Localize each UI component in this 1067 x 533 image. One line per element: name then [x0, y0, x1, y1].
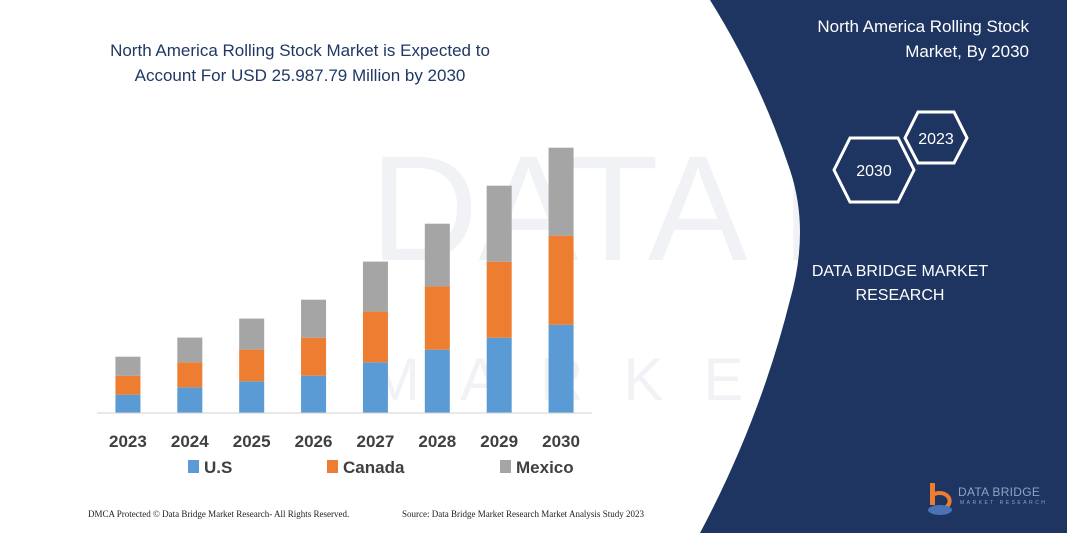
- footer-copyright: DMCA Protected © Data Bridge Market Rese…: [88, 509, 350, 519]
- legend-label: Mexico: [516, 458, 574, 477]
- bar-mexico-2030: [548, 147, 574, 236]
- bar-canada-2029: [486, 261, 512, 338]
- bar-canada-2023: [115, 375, 141, 395]
- x-tick-label: 2025: [233, 432, 271, 451]
- bar-us-2026: [301, 375, 327, 413]
- page-title: North America Rolling Stock Market is Ex…: [110, 41, 490, 85]
- x-tick-label: 2026: [295, 432, 333, 451]
- x-tick-label: 2023: [109, 432, 147, 451]
- hexagon-icon: [832, 110, 969, 204]
- x-tick-label: 2030: [542, 432, 580, 451]
- bar-mexico-2023: [115, 356, 141, 376]
- bar-mexico-2028: [424, 223, 450, 287]
- x-tick-label: 2028: [418, 432, 456, 451]
- legend-label: U.S: [204, 458, 232, 477]
- bar-canada-2024: [177, 362, 203, 388]
- bar-us-2023: [115, 394, 141, 413]
- bar-canada-2025: [239, 349, 265, 382]
- bar-us-2024: [177, 387, 203, 413]
- stacked-bar-chart: 2023 2024 2025 2026 2027 2028 2029 2030 U.S Canad…: [97, 147, 592, 477]
- legend-swatch-us: [188, 460, 199, 473]
- bar-us-2029: [486, 337, 512, 413]
- x-tick-label: 2024: [171, 432, 209, 451]
- bar-mexico-2025: [239, 318, 265, 350]
- side-panel-title: North America Rolling Stock Market, By 2…: [817, 17, 1029, 61]
- bar-us-2028: [424, 349, 450, 413]
- bar-mexico-2024: [177, 337, 203, 363]
- bar-canada-2028: [424, 286, 450, 350]
- bar-us-2027: [362, 362, 388, 413]
- brand-name: DATA BRIDGE MARKET RESEARCH: [811, 263, 989, 304]
- logo-icon: [928, 483, 952, 515]
- x-tick-label: 2029: [480, 432, 518, 451]
- side-panel: [700, 0, 1067, 533]
- bar-mexico-2027: [362, 261, 388, 312]
- logo-text: DATA BRIDGE: [958, 485, 1041, 499]
- bar-us-2030: [548, 324, 574, 413]
- footer-source: Source: Data Bridge Market Research Mark…: [402, 509, 644, 519]
- bar-us-2025: [239, 381, 265, 413]
- bar-mexico-2029: [486, 185, 512, 262]
- bar-mexico-2026: [301, 299, 327, 338]
- legend-swatch-canada: [327, 460, 338, 473]
- x-tick-label: 2027: [357, 432, 395, 451]
- bar-canada-2030: [548, 235, 574, 325]
- bar-canada-2026: [301, 337, 327, 376]
- legend-swatch-mexico: [500, 460, 511, 473]
- legend-label: Canada: [343, 458, 405, 477]
- bar-canada-2027: [362, 311, 388, 363]
- logo-subtext: MARKET RESEARCH: [960, 500, 1048, 506]
